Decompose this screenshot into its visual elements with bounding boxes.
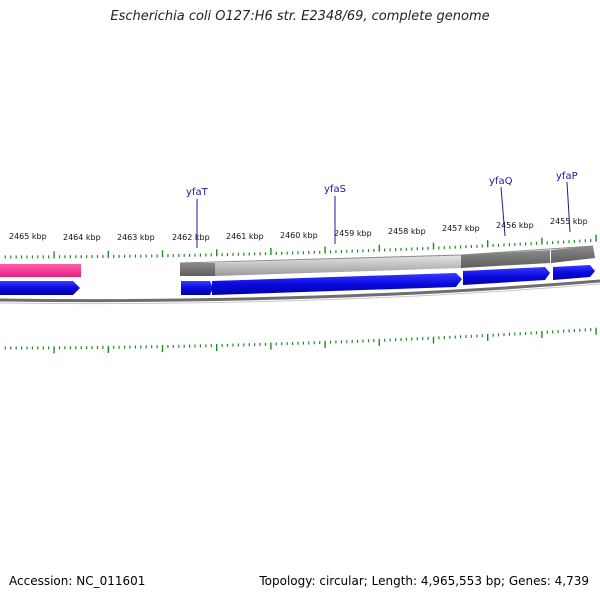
ruler-label: 2463 kbp	[117, 233, 155, 242]
ruler-label: 2461 kbp	[226, 232, 264, 241]
gene-label-yfaQ: yfaQ	[489, 176, 513, 187]
gene-arrow-yfaS[interactable]	[212, 273, 462, 295]
accession-text: Accession: NC_011601	[9, 574, 146, 588]
cds-feature-yfaQ[interactable]	[461, 250, 550, 268]
rna-feature[interactable]	[0, 264, 81, 277]
backbone-arc-shadow	[0, 283, 600, 305]
ruler-label: 2462 kbp	[172, 233, 210, 242]
gene-label-yfaP-group[interactable]: yfaP	[556, 171, 578, 233]
gene-arrow-yfaT[interactable]	[181, 281, 213, 295]
gene-label-yfaQ-group[interactable]: yfaQ	[489, 176, 513, 237]
ruler-label: 2457 kbp	[442, 224, 480, 233]
gene-arrow-yfaP[interactable]	[553, 265, 595, 280]
gene-label-yfaS: yfaS	[324, 184, 346, 195]
ruler-label: 2460 kbp	[280, 231, 318, 240]
ruler-label: 2456 kbp	[496, 221, 534, 230]
inner-tick-marks	[4, 327, 597, 354]
ruler-label: 2464 kbp	[63, 233, 101, 242]
cds-feature-yfaP[interactable]	[551, 246, 595, 263]
gene-label-yfaT-group[interactable]: yfaT	[186, 187, 209, 248]
ruler-label: 2459 kbp	[334, 229, 372, 238]
cds-track-edge	[179, 245, 594, 264]
backbone-arc	[0, 279, 600, 303]
map-title: Escherichia coli O127:H6 str. E2348/69, …	[110, 9, 490, 24]
cds-feature-yfaT[interactable]	[180, 263, 215, 276]
gene-label-yfaT: yfaT	[186, 187, 209, 198]
genome-stats-text: Topology: circular; Length: 4,965,553 bp…	[259, 574, 589, 588]
gene-arrow-yfaQ[interactable]	[463, 267, 550, 285]
gene-label-yfaP: yfaP	[556, 171, 578, 182]
gene-arrow-1[interactable]	[0, 281, 80, 295]
ruler-labels: 2465 kbp 2464 kbp 2463 kbp 2462 kbp 2461…	[9, 217, 588, 242]
ruler-label: 2465 kbp	[9, 232, 47, 241]
ruler-label: 2458 kbp	[388, 227, 426, 236]
ruler-label: 2455 kbp	[550, 217, 588, 226]
outer-tick-marks	[4, 234, 597, 259]
gene-label-yfaS-group[interactable]: yfaS	[324, 184, 346, 244]
cds-feature-yfaS[interactable]	[215, 255, 461, 276]
